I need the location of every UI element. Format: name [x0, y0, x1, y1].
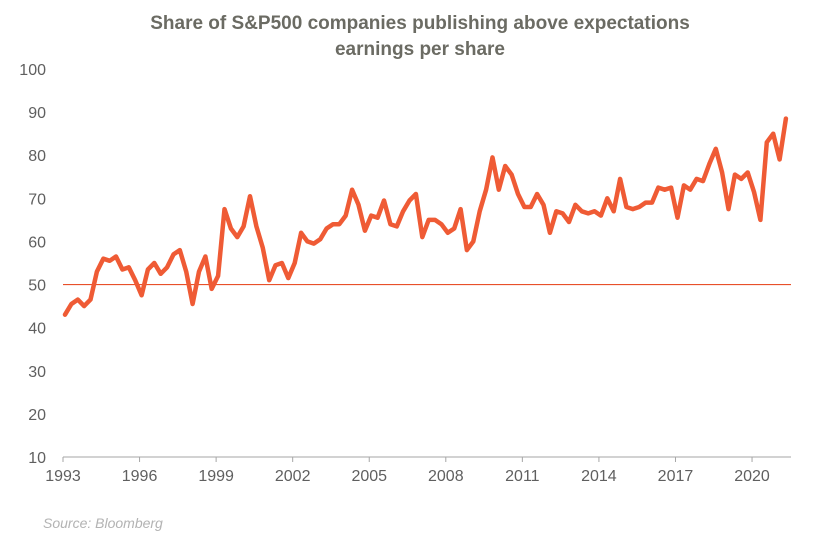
source-note: Source: Bloomberg	[43, 515, 163, 531]
y-tick-label: 40	[28, 321, 46, 338]
x-tick-label: 2005	[351, 468, 387, 485]
y-tick-label: 20	[28, 407, 46, 424]
y-tick-label: 80	[28, 148, 46, 165]
y-tick-label: 30	[28, 364, 46, 381]
y-tick-label: 100	[19, 62, 46, 79]
y-tick-label: 10	[28, 450, 46, 467]
y-tick-label: 70	[28, 191, 46, 208]
y-tick-label: 50	[28, 278, 46, 295]
x-tick-label: 1993	[45, 468, 81, 485]
chart-title-line-2: earnings per share	[335, 39, 505, 60]
y-tick-label: 60	[28, 234, 46, 251]
x-tick-label: 2008	[428, 468, 464, 485]
x-tick-label: 2020	[734, 468, 770, 485]
series-line	[62, 116, 789, 317]
x-tick-label: 2014	[581, 468, 617, 485]
x-tick-label: 2017	[658, 468, 694, 485]
x-tick-label: 2002	[275, 468, 311, 485]
x-tick-label: 2011	[505, 468, 540, 485]
x-tick-label: 1999	[198, 468, 234, 485]
chart-title-line-1: Share of S&P500 companies publishing abo…	[150, 13, 690, 34]
y-tick-label: 90	[28, 105, 46, 122]
x-tick-label: 1996	[122, 468, 158, 485]
